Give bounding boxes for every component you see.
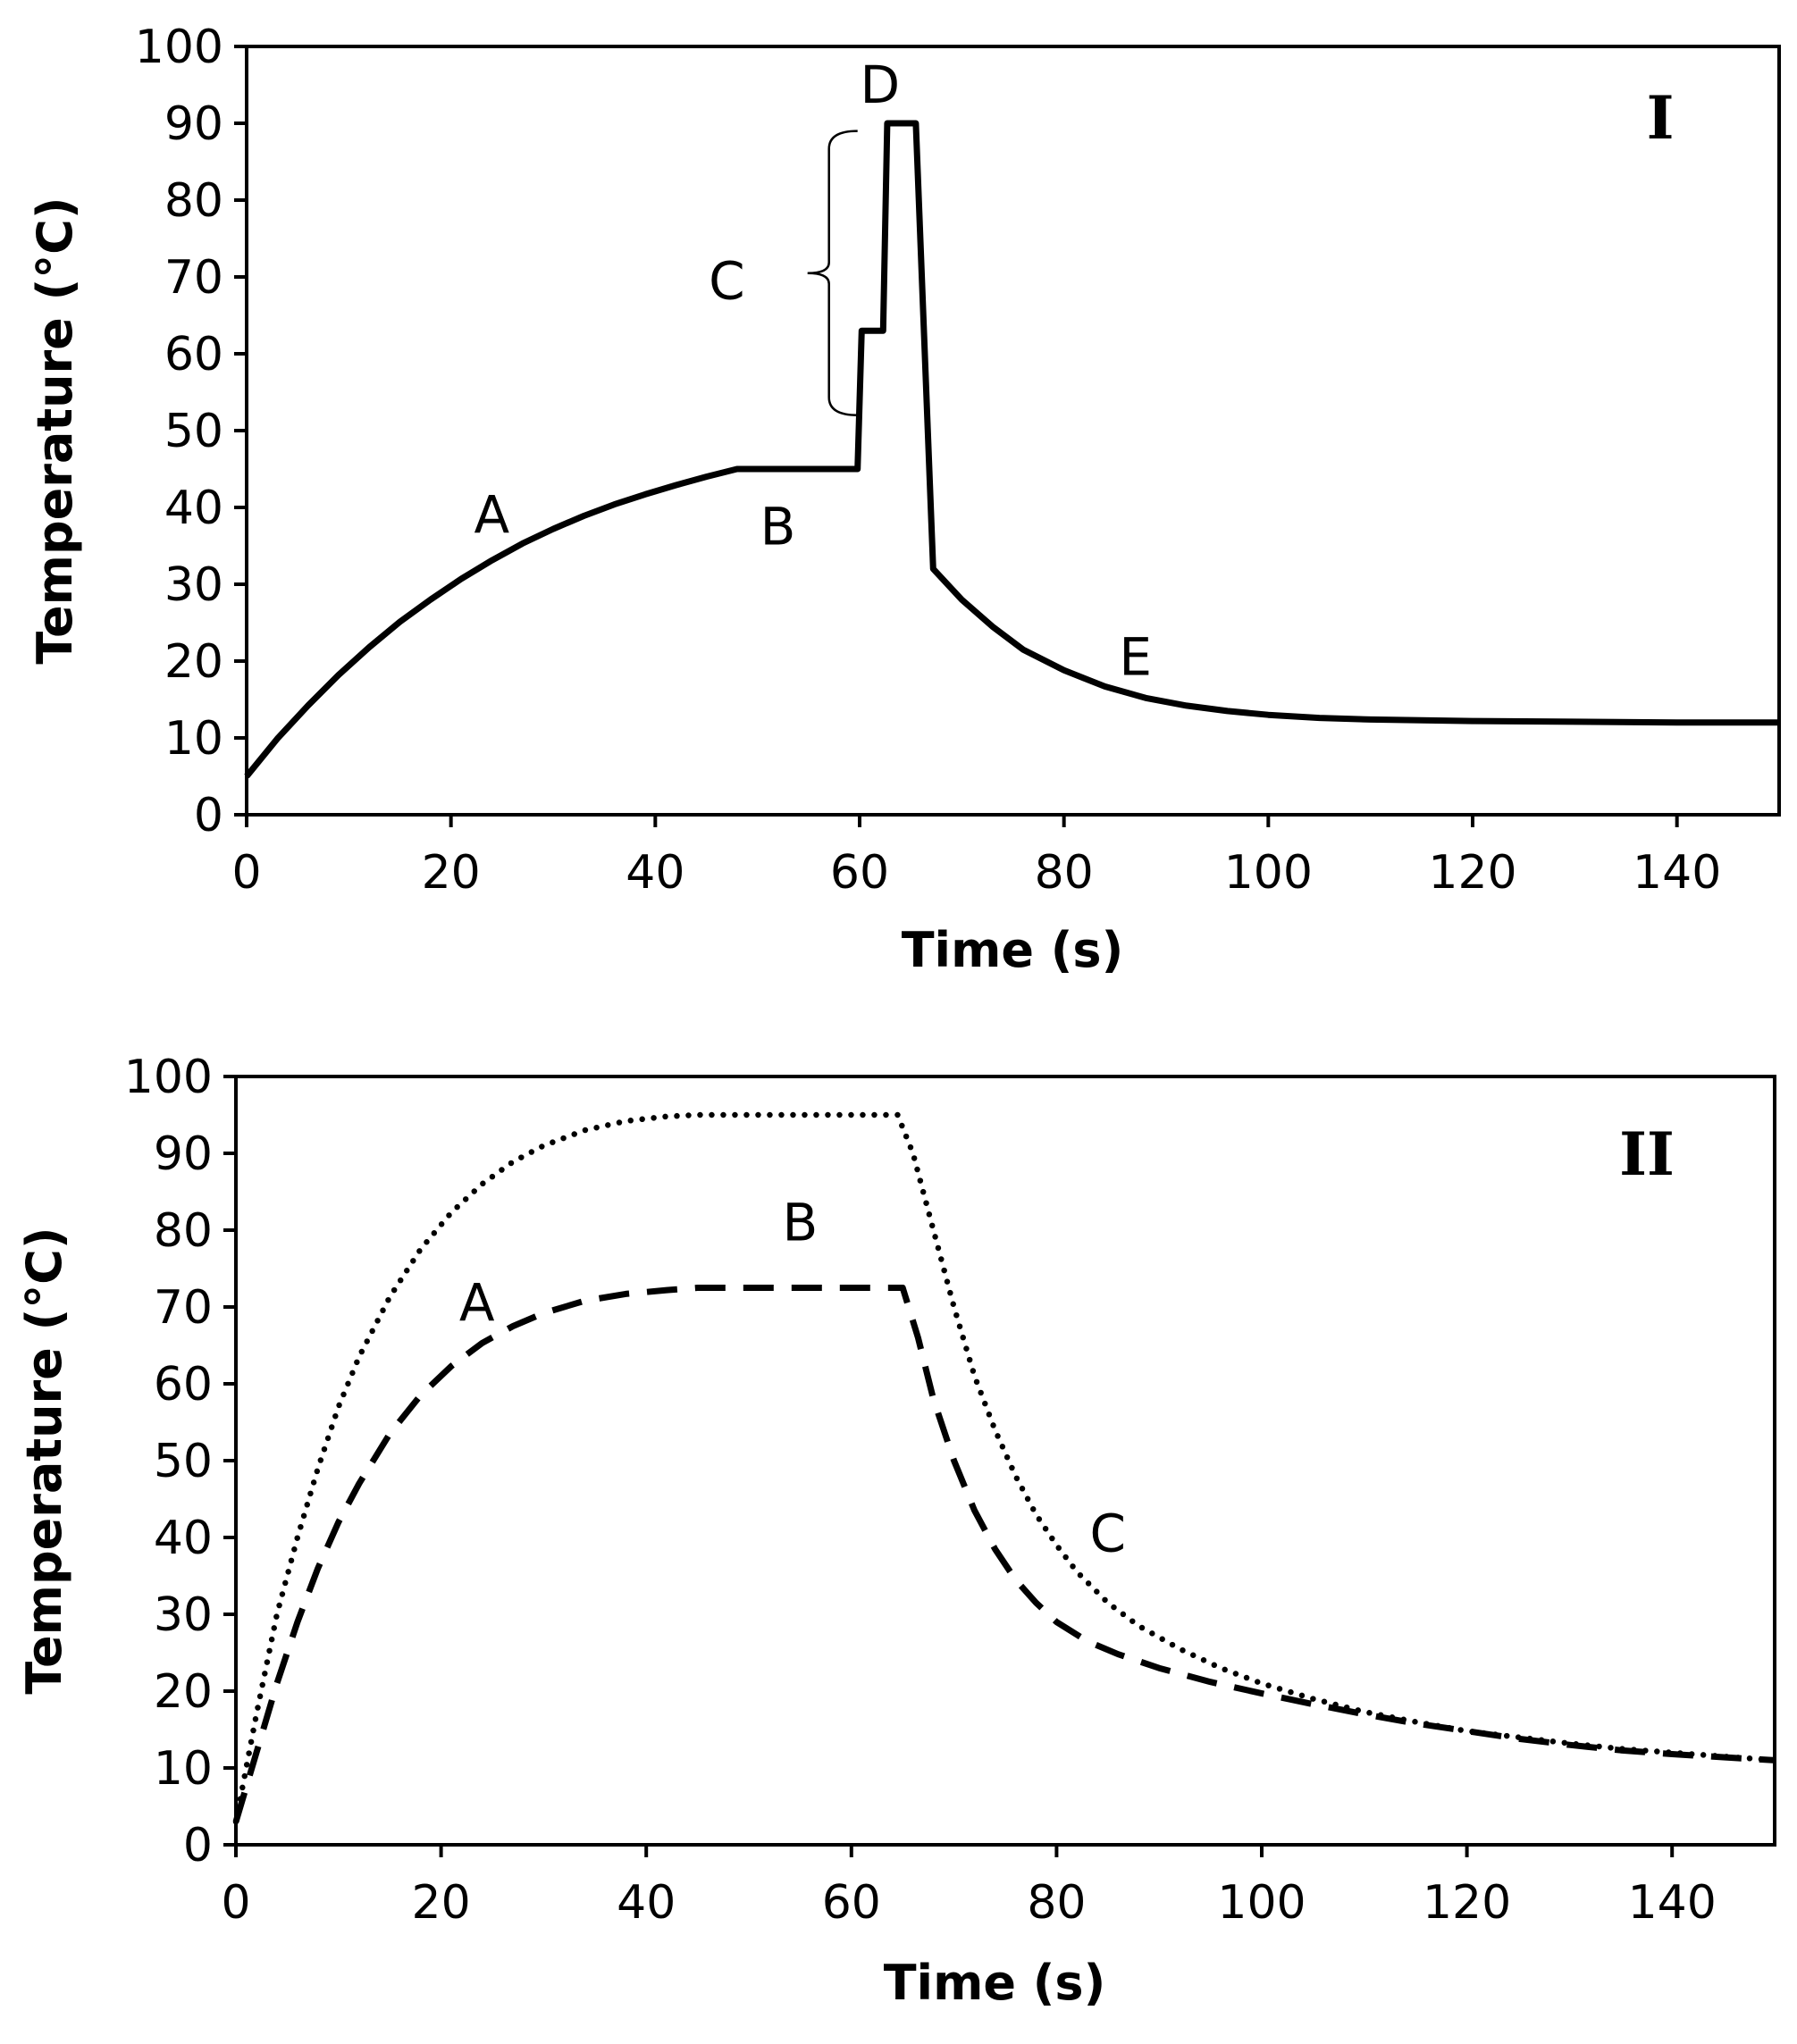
x-tick-label: 80 bbox=[1035, 846, 1094, 900]
x-tick-label: 100 bbox=[1217, 1876, 1306, 1930]
x-tick-label: 60 bbox=[830, 846, 889, 900]
x-tick-label: 0 bbox=[231, 846, 261, 900]
x-tick-label: 120 bbox=[1423, 1876, 1511, 1930]
x-axis-title: Time (s) bbox=[884, 1955, 1106, 2011]
y-tick-label: 60 bbox=[154, 1358, 213, 1412]
x-tick-label: 20 bbox=[412, 1876, 471, 1930]
y-tick-label: 20 bbox=[164, 635, 223, 689]
series-line-dashed bbox=[232, 1285, 1776, 1823]
annotation-E: E bbox=[1119, 627, 1152, 688]
x-tick-label: 20 bbox=[422, 846, 481, 900]
y-tick-label: 0 bbox=[183, 1819, 213, 1872]
plot-frame bbox=[234, 1075, 1776, 1847]
y-tick-label: 30 bbox=[164, 558, 223, 612]
y-tick-label: 60 bbox=[164, 328, 223, 381]
x-tick-label: 100 bbox=[1224, 846, 1313, 900]
y-tick-label: 10 bbox=[154, 1742, 213, 1796]
annotation-C: C bbox=[1090, 1504, 1127, 1564]
y-tick-label: 100 bbox=[135, 21, 223, 74]
annotation-layer: A B C D E bbox=[474, 54, 1152, 688]
axis-ticks: 0 10 20 30 40 50 60 70 80 90 100 0 20 40 60 80 100 120 140 bbox=[124, 1051, 1717, 1930]
x-axis-title: Time (s) bbox=[902, 922, 1124, 978]
y-tick-label: 90 bbox=[154, 1127, 213, 1181]
panel-label: II bbox=[1619, 1119, 1675, 1189]
series-line-dotted bbox=[232, 1111, 1778, 1825]
plot-frame bbox=[245, 45, 1781, 817]
x-tick-label: 80 bbox=[1027, 1876, 1086, 1930]
annotation-A: A bbox=[474, 485, 510, 546]
y-tick-label: 50 bbox=[154, 1435, 213, 1488]
y-tick-label: 40 bbox=[164, 482, 223, 535]
y-tick-label: 100 bbox=[124, 1051, 213, 1104]
x-tick-label: 0 bbox=[221, 1876, 250, 1930]
chart-panel-I: I Time (s) Temperature (°C) 0 10 20 30 40 50 6… bbox=[27, 21, 1781, 978]
axis-ticks: 0 10 20 30 40 50 60 70 80 90 100 0 20 40 60 80 100 120 140 bbox=[135, 21, 1722, 900]
y-tick-label: 50 bbox=[164, 405, 223, 458]
annotation-C: C bbox=[709, 250, 745, 311]
y-tick-label: 10 bbox=[164, 712, 223, 766]
annotation-layer: A B C bbox=[459, 1192, 1126, 1563]
y-tick-label: 80 bbox=[154, 1204, 213, 1258]
series-line-solid bbox=[244, 120, 1779, 779]
y-tick-label: 0 bbox=[194, 789, 223, 842]
annotation-B: B bbox=[783, 1192, 819, 1252]
y-tick-label: 70 bbox=[164, 251, 223, 305]
y-axis-title: Temperature (°C) bbox=[16, 1227, 72, 1694]
annotation-B: B bbox=[760, 497, 796, 557]
y-axis-title: Temperature (°C) bbox=[27, 197, 83, 664]
series-layer bbox=[232, 1111, 1778, 1825]
annotation-A: A bbox=[459, 1273, 495, 1334]
bracket-C bbox=[807, 130, 858, 417]
annotation-D: D bbox=[861, 54, 901, 115]
y-tick-label: 70 bbox=[154, 1281, 213, 1335]
y-tick-label: 40 bbox=[154, 1512, 213, 1565]
panel-label: I bbox=[1647, 83, 1675, 153]
series-layer bbox=[244, 120, 1779, 779]
x-tick-label: 40 bbox=[617, 1876, 676, 1930]
x-tick-label: 120 bbox=[1428, 846, 1516, 900]
chart-panel-II: II Time (s) Temperature (°C) 0 10 20 30 40 50… bbox=[16, 1051, 1778, 2011]
y-tick-label: 20 bbox=[154, 1665, 213, 1719]
y-tick-label: 80 bbox=[164, 174, 223, 228]
x-tick-label: 140 bbox=[1633, 846, 1721, 900]
x-tick-label: 140 bbox=[1628, 1876, 1717, 1930]
y-tick-label: 90 bbox=[164, 97, 223, 151]
x-tick-label: 60 bbox=[822, 1876, 881, 1930]
x-tick-label: 40 bbox=[626, 846, 684, 900]
y-tick-label: 30 bbox=[154, 1588, 213, 1642]
